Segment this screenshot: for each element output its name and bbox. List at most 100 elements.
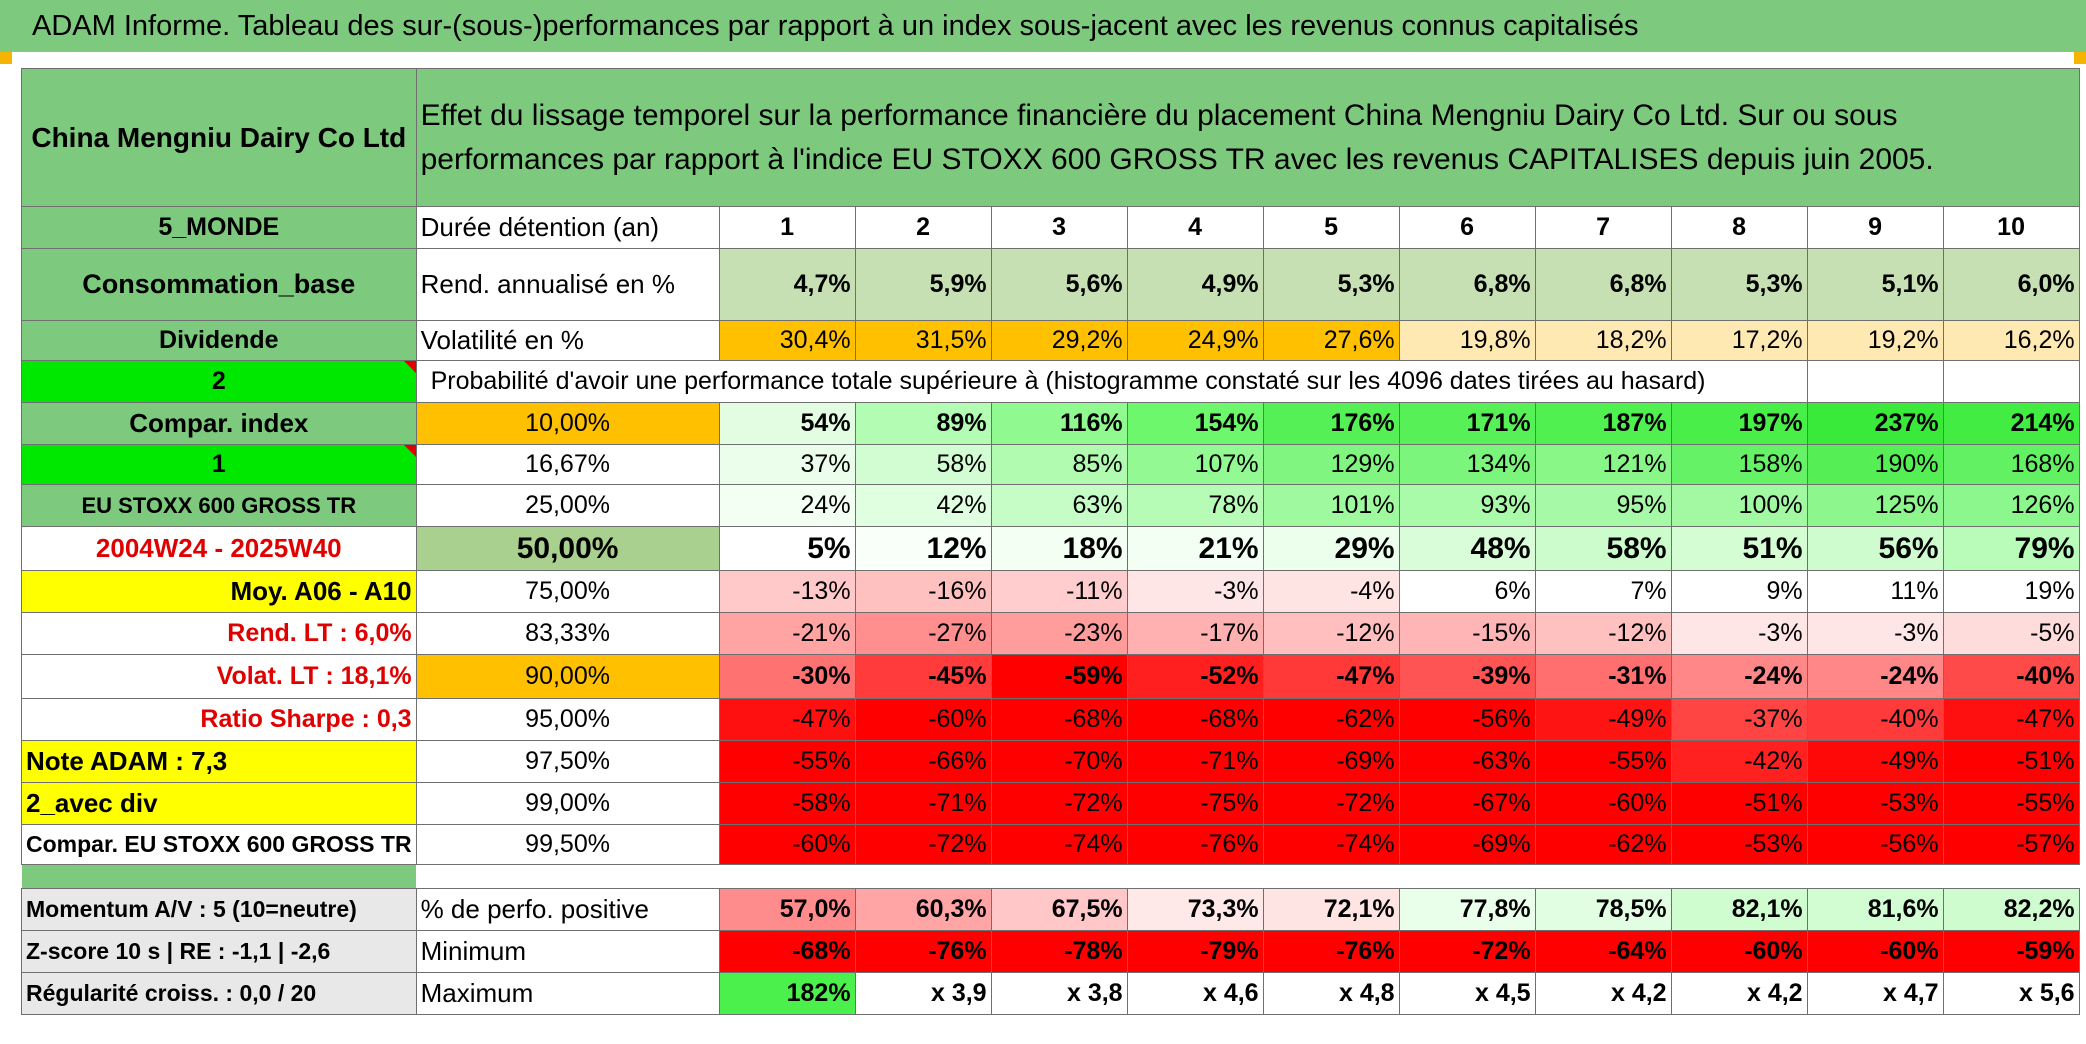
positive-value: 72,1% — [1262, 888, 1400, 931]
prob-row: Ratio Sharpe : 0,3 95,00% -47% -60% -68% -68%… — [21, 698, 2080, 741]
prob-value: -62% — [1262, 698, 1400, 741]
prob-value: -55% — [1534, 740, 1672, 783]
spacer-left — [21, 864, 417, 889]
prob-value: -71% — [854, 782, 992, 825]
rend-value: 4,9% — [1126, 248, 1264, 321]
maximum-label: Maximum — [415, 972, 720, 1015]
prob-value: -11% — [990, 570, 1128, 613]
prob-value: -57% — [1942, 824, 2080, 865]
prob-value: -51% — [1670, 782, 1808, 825]
maximum-row: Régularité croiss. : 0,0 / 20 Maximum 18… — [21, 972, 2080, 1015]
prob-value: 37% — [718, 444, 856, 485]
prob-value: -60% — [1534, 782, 1672, 825]
rend-value: 6,8% — [1534, 248, 1672, 321]
prob-value: 125% — [1806, 484, 1944, 527]
prob-value: 56% — [1806, 526, 1944, 571]
prob-value: -49% — [1534, 698, 1672, 741]
prob-value: 9% — [1670, 570, 1808, 613]
left-label: Moy. A06 - A10 — [21, 570, 417, 613]
prob-value: -60% — [854, 698, 992, 741]
prob-row: Volat. LT : 18,1% 90,00% -30% -45% -59% -52% -… — [21, 654, 2080, 699]
prob-value: 18% — [990, 526, 1128, 571]
year-header: 10 — [1942, 206, 2080, 249]
rend-value: 4,7% — [718, 248, 856, 321]
minimum-row: Z-score 10 s | RE : -1,1 | -2,6 Minimum … — [21, 930, 2080, 973]
minimum-value: -59% — [1942, 930, 2080, 973]
prob-value: 12% — [854, 526, 992, 571]
prob-value: -37% — [1670, 698, 1808, 741]
prob-value: 121% — [1534, 444, 1672, 485]
year-header: 5 — [1262, 206, 1400, 249]
threshold-level: 83,33% — [415, 612, 720, 655]
prob-row: 2_avec div 99,00% -58% -71% -72% -75% -72% -67%… — [21, 782, 2080, 825]
prob-value: 54% — [718, 402, 856, 445]
rend-value: 5,6% — [990, 248, 1128, 321]
prob-value: 158% — [1670, 444, 1808, 485]
prob-label: Probabilité d'avoir une performance tota… — [415, 360, 1808, 403]
prob-value: -58% — [718, 782, 856, 825]
prob-value: 154% — [1126, 402, 1264, 445]
minimum-value: -64% — [1534, 930, 1672, 973]
prob-value: 126% — [1942, 484, 2080, 527]
instrument-name: China Mengniu Dairy Co Ltd — [21, 68, 417, 207]
prob-value: -70% — [990, 740, 1128, 783]
prob-value: -24% — [1806, 654, 1944, 699]
zscore-label: Z-score 10 s | RE : -1,1 | -2,6 — [21, 930, 417, 973]
prob-value: -56% — [1398, 698, 1536, 741]
minimum-value: -68% — [718, 930, 856, 973]
prob-value: -52% — [1126, 654, 1264, 699]
minimum-value: -76% — [1262, 930, 1400, 973]
volat-value: 31,5% — [854, 320, 992, 361]
minimum-value: -79% — [1126, 930, 1264, 973]
prob-value: -39% — [1398, 654, 1536, 699]
positive-value: 73,3% — [1126, 888, 1264, 931]
positive-value: 60,3% — [854, 888, 992, 931]
left-label: Ratio Sharpe : 0,3 — [21, 698, 417, 741]
left-label: Note ADAM : 7,3 — [21, 740, 417, 783]
sector-label: Consommation_base — [21, 248, 417, 321]
threshold-level: 16,67% — [415, 444, 720, 485]
volat-value: 24,9% — [1126, 320, 1264, 361]
prob-value: -23% — [990, 612, 1128, 655]
threshold-level: 97,50% — [415, 740, 720, 783]
maximum-value: x 4,6 — [1126, 972, 1264, 1015]
year-header: 2 — [854, 206, 992, 249]
prob-value: -40% — [1806, 698, 1944, 741]
prob-row: 1 16,67% 37% 58% 85% 107% 129% 134% 121% 158% 190%… — [21, 444, 2080, 485]
prob-value: -69% — [1398, 824, 1536, 865]
prob-value: -76% — [1126, 824, 1264, 865]
prob-value: -55% — [1942, 782, 2080, 825]
prob-value: 58% — [1534, 526, 1672, 571]
left-label: Compar. index — [21, 402, 417, 445]
spacer — [416, 864, 2080, 889]
choice-selector[interactable]: 2 — [21, 360, 417, 403]
prob-value: -31% — [1534, 654, 1672, 699]
positive-value: 82,2% — [1942, 888, 2080, 931]
rend-value: 5,3% — [1670, 248, 1808, 321]
prob-row: Compar. index 10,00% 54% 89% 116% 154% 176% 171… — [21, 402, 2080, 445]
prob-value: 24% — [718, 484, 856, 527]
prob-value: -16% — [854, 570, 992, 613]
prob-value: -63% — [1398, 740, 1536, 783]
prob-value: 134% — [1398, 444, 1536, 485]
prob-value: -67% — [1398, 782, 1536, 825]
prob-value: -75% — [1126, 782, 1264, 825]
positive-value: 81,6% — [1806, 888, 1944, 931]
maximum-value: x 3,9 — [854, 972, 992, 1015]
rend-row: Consommation_base Rend. annualisé en % 4… — [21, 248, 2080, 321]
prob-row: Rend. LT : 6,0% 83,33% -21% -27% -23% -17% -12… — [21, 612, 2080, 655]
choice2-selector[interactable]: 1 — [21, 444, 417, 485]
prob-value: -68% — [1126, 698, 1264, 741]
prob-value: -71% — [1126, 740, 1264, 783]
positive-value: 57,0% — [718, 888, 856, 931]
threshold-level: 99,00% — [415, 782, 720, 825]
prob-value: 58% — [854, 444, 992, 485]
maximum-value: x 4,8 — [1262, 972, 1400, 1015]
maximum-value: x 4,5 — [1398, 972, 1536, 1015]
prob-value: 176% — [1262, 402, 1400, 445]
prob-value: 237% — [1806, 402, 1944, 445]
year-header: 6 — [1398, 206, 1536, 249]
edge-marker-right — [2074, 52, 2086, 64]
volat-value: 30,4% — [718, 320, 856, 361]
prob-value: -51% — [1942, 740, 2080, 783]
